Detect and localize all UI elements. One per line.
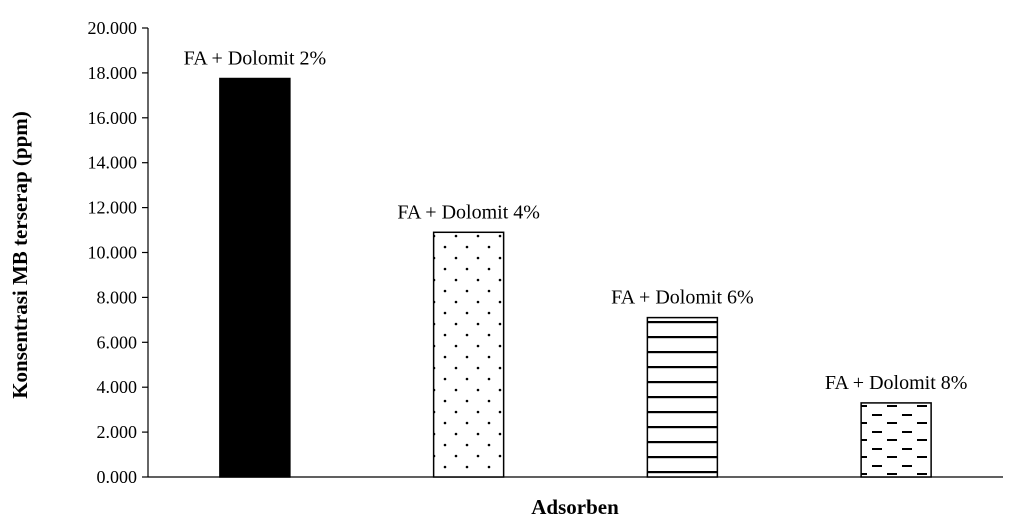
bar-label: FA + Dolomit 8% (825, 372, 968, 394)
y-tick-label: 16.000 (88, 108, 138, 128)
y-tick-label: 20.000 (88, 18, 138, 38)
y-axis-title: Konsentrasi MB terserap (ppm) (8, 111, 32, 399)
y-tick-label: 12.000 (88, 198, 138, 218)
bar (432, 231, 505, 478)
bar (646, 316, 719, 478)
y-tick-label: 14.000 (88, 153, 138, 173)
y-tick-label: 4.000 (97, 377, 138, 397)
y-axis: 0.000 2.000 4.000 6.000 8.000 10.000 12.000 14.… (88, 18, 149, 487)
bar-label: FA + Dolomit 2% (184, 48, 327, 70)
y-tick-label: 0.000 (97, 467, 138, 487)
y-tick-label: 18.000 (88, 63, 138, 83)
y-tick-label: 2.000 (97, 422, 138, 442)
bars (219, 77, 932, 478)
bar-label: FA + Dolomit 4% (397, 201, 540, 223)
bar (860, 402, 932, 478)
y-tick-label: 10.000 (88, 243, 138, 263)
bar-label: FA + Dolomit 6% (611, 287, 754, 309)
bar (219, 77, 291, 478)
bar-labels: FA + Dolomit 2% FA + Dolomit 4% FA + Dolom… (184, 48, 968, 394)
y-tick-label: 8.000 (97, 287, 138, 307)
x-axis-title: Adsorben (531, 495, 619, 519)
y-tick-label: 6.000 (97, 332, 138, 352)
